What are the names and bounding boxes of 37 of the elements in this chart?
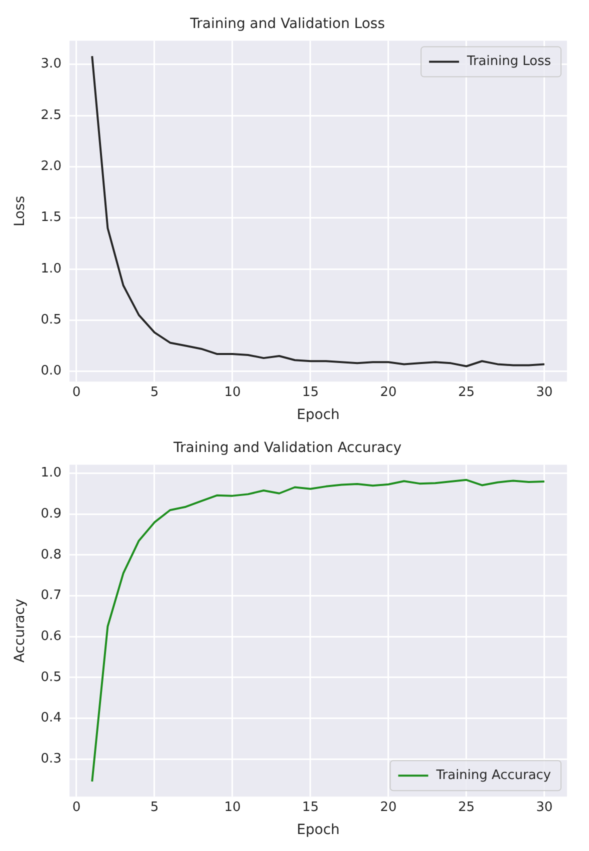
x-tick-label: 0 [72, 800, 81, 815]
y-tick-label: 0.5 [40, 312, 62, 328]
y-tick-label: 2.5 [40, 108, 62, 123]
x-tick-label: 20 [380, 800, 397, 815]
y-tick-label: 3.0 [40, 56, 62, 72]
x-tick-label: 20 [380, 384, 397, 400]
x-tick-label: 25 [458, 384, 475, 400]
x-tick-label: 15 [302, 800, 319, 815]
x-tick-label: 0 [72, 384, 81, 400]
y-tick-label: 0.6 [40, 628, 62, 644]
legend-label: Training Accuracy [435, 768, 552, 783]
y-tick-label: 2.0 [40, 159, 62, 174]
x-tick-label: 10 [224, 800, 241, 815]
x-tick-label: 10 [224, 384, 241, 400]
chart-title: Training and Validation Accuracy [172, 440, 402, 456]
y-tick-label: 1.0 [40, 466, 62, 481]
x-axis-title: Epoch [296, 822, 340, 838]
x-tick-label: 25 [458, 800, 475, 815]
y-tick-label: 1.0 [40, 261, 62, 276]
y-axis-title: Loss [12, 196, 28, 227]
y-tick-label: 0.3 [40, 751, 62, 766]
x-tick-label: 5 [150, 800, 159, 815]
x-tick-label: 15 [302, 384, 319, 400]
x-axis-title: Epoch [296, 407, 340, 424]
chart-title: Training and Validation Loss [189, 16, 385, 32]
y-tick-label: 0.4 [40, 710, 62, 726]
y-tick-label: 0.5 [40, 670, 62, 685]
y-axis-title: Accuracy [12, 598, 28, 663]
y-tick-label: 1.5 [40, 210, 62, 226]
y-tick-label: 0.0 [40, 364, 62, 379]
x-tick-label: 5 [150, 384, 159, 400]
legend-label: Training Loss [466, 54, 552, 70]
x-tick-label: 30 [536, 384, 553, 400]
x-tick-label: 30 [536, 800, 553, 815]
y-tick-label: 0.7 [40, 588, 62, 604]
y-tick-label: 0.9 [40, 506, 62, 522]
y-tick-label: 0.8 [40, 547, 62, 562]
